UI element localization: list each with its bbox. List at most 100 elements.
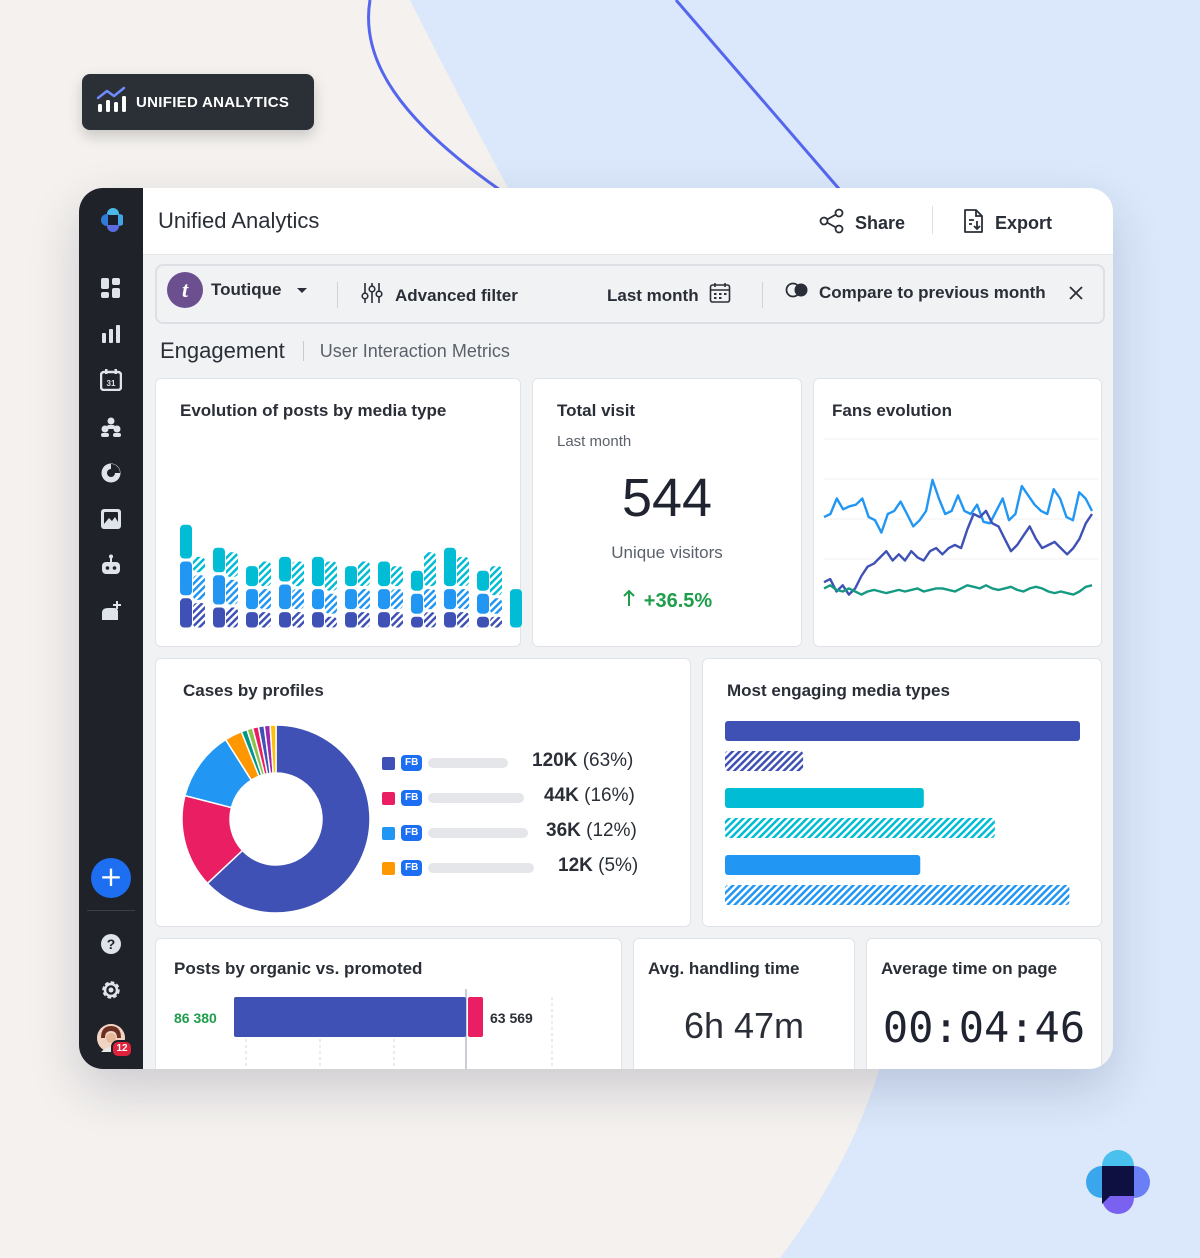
bot-icon[interactable] (99, 553, 123, 577)
fans-evolution-card: Fans evolution (813, 378, 1102, 647)
calendar-icon[interactable]: 31 (99, 368, 123, 392)
section-heading: Engagement User Interaction Metrics (160, 338, 510, 364)
export-icon (961, 208, 985, 239)
bar-segment (411, 570, 423, 591)
legend-row: FB (382, 857, 535, 879)
filter-bar: t Toutique Advanced filter Last month Co… (155, 264, 1105, 324)
media-icon[interactable] (99, 507, 123, 531)
legend-bar (428, 863, 535, 873)
facebook-tag: FB (401, 755, 423, 771)
section-title: Engagement (160, 338, 285, 363)
bar-segment (378, 612, 390, 628)
share-icon (819, 208, 845, 239)
card-title: Total visit (557, 401, 636, 420)
team-icon[interactable] (99, 415, 123, 439)
legend-value: 12K (5%) (558, 855, 639, 876)
promoted-value: 63 569 (490, 1010, 533, 1026)
bar-segment (325, 561, 337, 591)
analytics-icon[interactable] (99, 322, 123, 346)
calendar-day: 31 (107, 379, 116, 388)
card-title: Average time on page (881, 959, 1058, 978)
advanced-filter-label: Advanced filter (395, 285, 518, 305)
bar-segment (490, 598, 502, 614)
calendar-icon (709, 282, 731, 309)
sidebar-divider (87, 910, 135, 911)
legend-value: 44K (16%) (544, 785, 635, 806)
bar-segment (391, 566, 403, 587)
facebook-tag: FB (401, 860, 423, 876)
bar-segment (193, 602, 205, 628)
bar-segment (444, 589, 456, 610)
bar-segment (358, 612, 370, 628)
share-button[interactable]: Share (819, 208, 905, 239)
card-title: Most engaging media types (727, 681, 950, 700)
card-title: Evolution of posts by media type (180, 401, 447, 420)
fans-series-line (823, 478, 1094, 534)
sidebar: 31 + ? 12 (79, 188, 143, 1069)
filter-divider (337, 282, 338, 308)
compare-icon (785, 282, 811, 303)
card-title: Posts by organic vs. promoted (174, 959, 423, 978)
period-label: Last month (557, 433, 632, 450)
engaging-bar (725, 818, 995, 838)
organic-promoted-card: Posts by organic vs. promoted 86 380 63 5… (155, 938, 622, 1069)
export-button[interactable]: Export (961, 208, 1052, 239)
chevron-down-icon (296, 280, 308, 300)
bar-segment (411, 593, 423, 614)
settings-icon[interactable] (99, 978, 123, 1002)
brand-selector[interactable]: t Toutique (167, 272, 308, 308)
bar-segment (259, 561, 271, 587)
stats-icon[interactable] (99, 461, 123, 485)
listening-icon[interactable] (99, 599, 123, 623)
cases-by-profiles-card: Cases by profiles FB 120K (63%) FB 44K (… (155, 658, 691, 927)
bar-segment (411, 616, 423, 628)
avg-handling-card: Avg. handling time 6h 47m (633, 938, 855, 1069)
bar-segment (259, 612, 271, 628)
engaging-bar (725, 721, 1080, 741)
app-logo-icon[interactable] (99, 208, 123, 232)
media-type-bar-chart (180, 524, 522, 628)
close-icon[interactable] (1069, 286, 1083, 300)
legend-swatch (382, 826, 395, 840)
bar-segment (345, 612, 357, 628)
unified-analytics-badge: UNIFIED ANALYTICS (82, 74, 314, 130)
bar-segment (246, 612, 258, 628)
dashboard-icon[interactable] (99, 276, 123, 300)
help-icon[interactable]: ? (99, 932, 123, 956)
most-engaging-card: Most engaging media types (702, 658, 1102, 927)
bar-segment (312, 612, 324, 628)
total-visit-value: 544 (621, 468, 713, 528)
total-visit-card: Total visit Last month 544 Unique visito… (532, 378, 802, 647)
advanced-filter-button[interactable]: Advanced filter (361, 282, 518, 309)
bar-segment (259, 589, 271, 610)
bar-segment (312, 556, 324, 587)
bar-segment (490, 616, 502, 628)
cases-donut-chart (181, 724, 371, 914)
posts-by-media-card: Evolution of posts by media type (155, 378, 522, 647)
bar-segment (457, 589, 469, 610)
sliders-icon (361, 282, 383, 309)
compare-toggle[interactable]: Compare to previous month (785, 282, 1046, 303)
engaging-bar (725, 855, 921, 875)
date-range-picker[interactable]: Last month (607, 282, 731, 309)
legend-value: 36K (12%) (546, 820, 637, 841)
page-title: Unified Analytics (158, 208, 320, 233)
facebook-tag: FB (401, 825, 423, 841)
bar-segment (279, 612, 291, 628)
bar-segment (213, 575, 225, 605)
organic-value: 86 380 (174, 1010, 217, 1026)
filter-divider (762, 282, 763, 308)
bar-segment (477, 616, 489, 628)
badge-label: UNIFIED ANALYTICS (136, 93, 290, 111)
section-subtitle: User Interaction Metrics (319, 340, 510, 361)
card-title: Avg. handling time (648, 959, 800, 978)
arrow-up-icon (622, 589, 636, 613)
change-indicator: +36.5% (533, 589, 801, 613)
bar-segment (226, 579, 238, 605)
legend-swatch (382, 861, 395, 875)
user-avatar[interactable]: 12 (97, 1024, 133, 1058)
bar-segment (193, 556, 205, 573)
add-button[interactable]: + (91, 858, 131, 898)
legend-bar (428, 828, 529, 838)
legend-row: FB (382, 787, 525, 809)
